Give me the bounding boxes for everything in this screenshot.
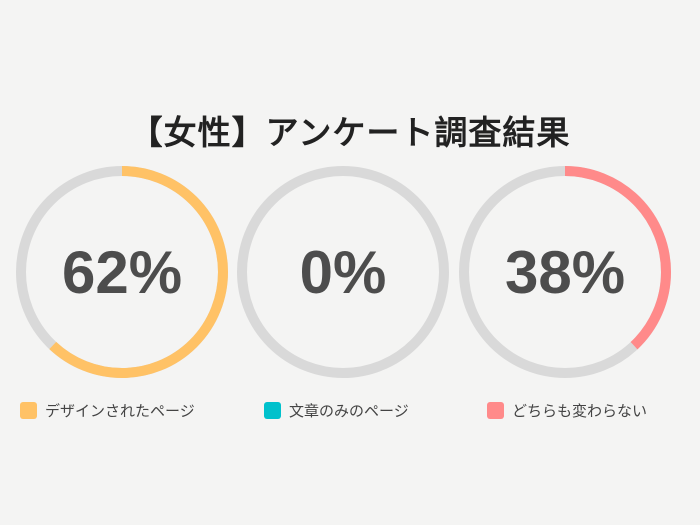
legend-swatch xyxy=(487,402,504,419)
legend-swatch xyxy=(20,402,37,419)
legend-swatch xyxy=(264,402,281,419)
donut-arc xyxy=(16,166,228,378)
donut-arc xyxy=(459,166,671,378)
legend-item-designed: デザインされたページ xyxy=(20,400,195,421)
legend-item-text-only: 文章のみのページ xyxy=(264,400,409,421)
donut-track xyxy=(237,166,449,378)
data-label: 62% xyxy=(62,239,182,306)
legend-label: デザインされたページ xyxy=(45,402,195,420)
legend-item-no-difference: どちらも変わらない xyxy=(487,400,647,421)
data-label: 38% xyxy=(505,239,625,306)
legend-label: 文章のみのページ xyxy=(289,402,409,420)
chart-title: 【女性】アンケート調査結果 xyxy=(129,113,571,152)
data-label: 0% xyxy=(300,239,387,306)
legend-label: どちらも変わらない xyxy=(512,402,648,420)
